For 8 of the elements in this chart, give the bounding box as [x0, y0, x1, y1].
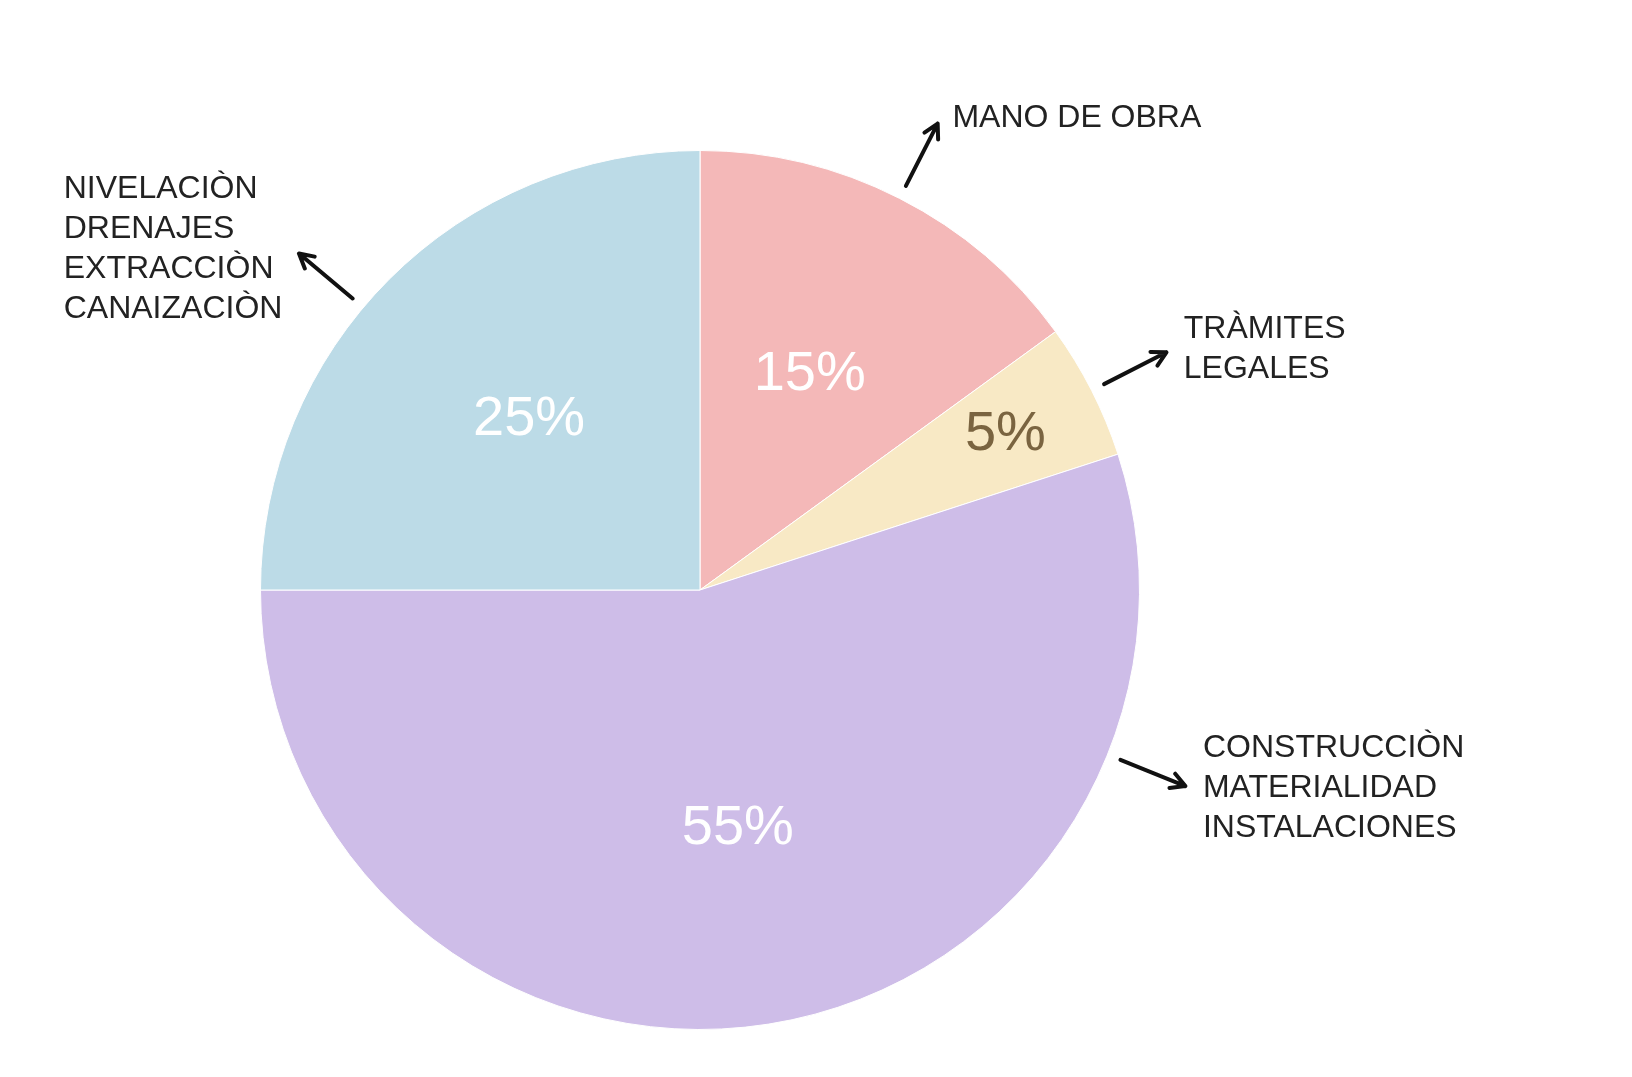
data-label: 5%: [964, 398, 1046, 462]
data-label: 55%: [681, 793, 794, 857]
data-label: 15%: [753, 339, 866, 403]
slice-label: CONSTRUCCIÒN MATERIALIDAD INSTALACIONES: [1202, 728, 1465, 845]
data-label: 25%: [473, 383, 586, 447]
slice-label: TRÀMITES LEGALES: [1183, 309, 1346, 386]
slice-label: MANO DE OBRA: [952, 98, 1202, 135]
slice-label: NIVELACIÒN DRENAJES EXTRACCIÒN CANAIZACIÒN: [63, 169, 283, 326]
